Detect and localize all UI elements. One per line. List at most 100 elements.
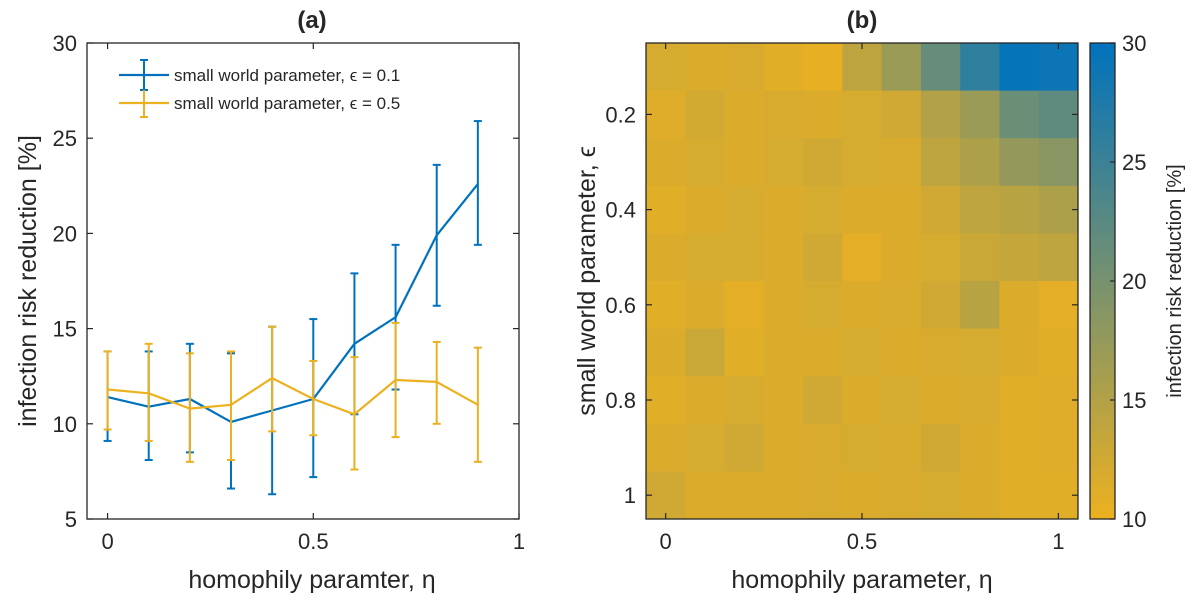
heatmap-cell	[882, 281, 922, 329]
y-tick-label: 15	[53, 317, 77, 342]
panel-a-legend: small world parameter, ϵ = 0.1 small wor…	[119, 60, 400, 117]
heatmap-cell	[921, 186, 961, 234]
heatmap-cell	[999, 233, 1039, 281]
heatmap-cell	[725, 233, 765, 281]
panel-b-heatmap-cells	[646, 43, 1078, 519]
heatmap-cell	[685, 43, 725, 91]
heatmap-cell	[646, 138, 686, 186]
heatmap-cell	[685, 424, 725, 472]
heatmap-cell	[842, 43, 882, 91]
legend-label-series-2: small world parameter, ϵ = 0.5	[174, 94, 400, 113]
panel-b-x-axis-label: homophily parameter, η	[731, 566, 992, 594]
heatmap-cell	[1039, 138, 1079, 186]
heatmap-cell	[882, 138, 922, 186]
panel-a-y-axis-label: infection risk reduction [%]	[14, 135, 42, 427]
heatmap-cell	[960, 376, 1000, 424]
heatmap-cell	[842, 471, 882, 519]
x-tick-label: 0.5	[298, 529, 329, 554]
heatmap-cell	[1039, 43, 1079, 91]
heatmap-cell	[725, 43, 765, 91]
x-tick-label: 0.5	[847, 529, 878, 554]
y-tick-label: 30	[53, 31, 77, 56]
heatmap-cell	[921, 471, 961, 519]
heatmap-cell	[1039, 329, 1079, 377]
heatmap-cell	[803, 329, 843, 377]
panel-a-x-axis-label: homophily paramter, η	[188, 566, 435, 594]
heatmap-cell	[803, 281, 843, 329]
heatmap-cell	[725, 186, 765, 234]
heatmap-cell	[646, 329, 686, 377]
y-tick-label: 5	[65, 507, 77, 532]
panel-a-plot-frame	[87, 43, 519, 519]
heatmap-cell	[999, 329, 1039, 377]
heatmap-cell	[685, 376, 725, 424]
heatmap-cell	[725, 91, 765, 139]
y-tick-label: 0.8	[605, 388, 636, 413]
heatmap-cell	[842, 376, 882, 424]
heatmap-cell	[842, 138, 882, 186]
legend-label-series-1: small world parameter, ϵ = 0.1	[174, 66, 400, 85]
colorbar-label: infection risk reduction [%]	[1164, 164, 1186, 397]
heatmap-cell	[882, 233, 922, 281]
heatmap-cell	[685, 329, 725, 377]
colorbar-tick-label: 20	[1122, 269, 1146, 294]
colorbar-tick-label: 25	[1122, 150, 1146, 175]
heatmap-cell	[725, 376, 765, 424]
heatmap-cell	[882, 43, 922, 91]
heatmap-cell	[803, 186, 843, 234]
x-tick-label: 0	[660, 529, 672, 554]
heatmap-cell	[921, 329, 961, 377]
heatmap-cell	[685, 471, 725, 519]
heatmap-cell	[842, 424, 882, 472]
heatmap-cell	[882, 91, 922, 139]
heatmap-cell	[842, 186, 882, 234]
heatmap-cell	[764, 43, 804, 91]
heatmap-cell	[803, 376, 843, 424]
y-tick-label: 10	[53, 412, 77, 437]
y-tick-label: 25	[53, 126, 77, 151]
heatmap-cell	[921, 281, 961, 329]
heatmap-cell	[999, 91, 1039, 139]
heatmap-cell	[921, 424, 961, 472]
heatmap-cell	[685, 186, 725, 234]
heatmap-cell	[803, 471, 843, 519]
heatmap-cell	[882, 424, 922, 472]
heatmap-cell	[960, 138, 1000, 186]
heatmap-cell	[764, 138, 804, 186]
heatmap-cell	[921, 43, 961, 91]
heatmap-cell	[764, 376, 804, 424]
heatmap-cell	[1039, 424, 1079, 472]
heatmap-cell	[764, 186, 804, 234]
x-tick-label: 1	[513, 529, 525, 554]
heatmap-cell	[803, 424, 843, 472]
heatmap-cell	[882, 471, 922, 519]
colorbar-tick-label: 10	[1122, 507, 1146, 532]
heatmap-cell	[646, 43, 686, 91]
heatmap-cell	[999, 376, 1039, 424]
heatmap-cell	[999, 186, 1039, 234]
x-tick-label: 1	[1052, 529, 1064, 554]
heatmap-cell	[842, 233, 882, 281]
colorbar-tick-label: 15	[1122, 388, 1146, 413]
heatmap-cell	[646, 233, 686, 281]
heatmap-cell	[842, 281, 882, 329]
heatmap-cell	[725, 138, 765, 186]
heatmap-cell	[999, 43, 1039, 91]
heatmap-cell	[921, 376, 961, 424]
y-tick-label: 0.6	[605, 293, 636, 318]
heatmap-cell	[803, 138, 843, 186]
heatmap-cell	[960, 471, 1000, 519]
heatmap-cell	[842, 329, 882, 377]
y-tick-label: 20	[53, 221, 77, 246]
y-tick-label: 0.2	[605, 102, 636, 127]
heatmap-cell	[960, 233, 1000, 281]
heatmap-cell	[921, 138, 961, 186]
y-tick-label: 1	[624, 483, 636, 508]
heatmap-cell	[803, 233, 843, 281]
heatmap-cell	[882, 376, 922, 424]
heatmap-cell	[725, 471, 765, 519]
heatmap-cell	[960, 91, 1000, 139]
heatmap-cell	[764, 329, 804, 377]
